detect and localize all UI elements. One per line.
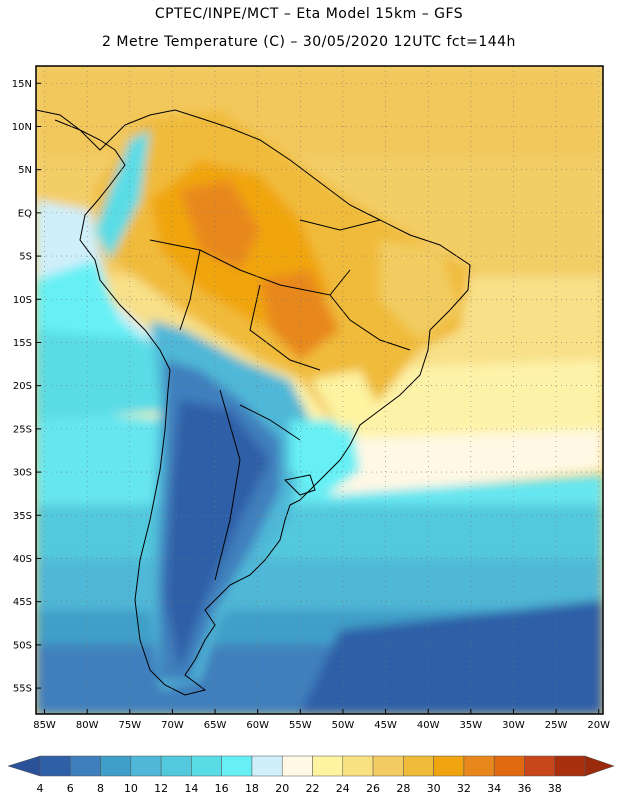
- colorbar-swatch: [493, 755, 525, 777]
- colorbar-swatch: [100, 755, 132, 777]
- lon-tick-label: 70W: [161, 720, 184, 731]
- colorbar: 4 6 8 10 12 14 16 18 20 22 24 26 28 30 32 34 36 38: [7, 755, 615, 795]
- lon-tick-label: 85W: [33, 720, 56, 731]
- colorbar-label: 18: [245, 782, 259, 795]
- colorbar-label: 10: [124, 782, 138, 795]
- colorbar-min-extension: [7, 755, 41, 777]
- colorbar-swatch: [372, 755, 404, 777]
- colorbar-label: 4: [37, 782, 44, 795]
- colorbar-label: 34: [487, 782, 501, 795]
- colorbar-swatch: [191, 755, 222, 777]
- colorbar-swatch: [281, 755, 313, 777]
- lon-tick-label: 60W: [246, 720, 269, 731]
- temperature-field: [36, 66, 603, 714]
- colorbar-label: 28: [396, 782, 410, 795]
- colorbar-swatch: [554, 755, 586, 777]
- colorbar-swatch: [251, 755, 283, 777]
- plot-frame: [35, 65, 604, 715]
- colorbar-swatch: [524, 755, 555, 777]
- lat-tick-label: 20S: [13, 381, 32, 392]
- lat-tick-label: EQ: [18, 208, 32, 219]
- lat-tick-label: 50S: [13, 640, 32, 651]
- chart-subtitle: 2 Metre Temperature (C) – 30/05/2020 12U…: [102, 34, 516, 50]
- lat-tick-label: 55S: [13, 684, 32, 695]
- colorbar-swatch: [160, 755, 192, 777]
- colorbar-label: 8: [97, 782, 104, 795]
- lat-tick-label: 5N: [18, 165, 32, 176]
- colorbar-label: 26: [366, 782, 380, 795]
- graticule: [36, 66, 603, 714]
- lon-tick-label: 30W: [502, 720, 525, 731]
- lon-tick-label: 20W: [587, 720, 610, 731]
- colorbar-swatch: [39, 755, 71, 777]
- colorbar-label: 36: [517, 782, 531, 795]
- colorbar-swatch: [403, 755, 434, 777]
- colorbar-swatch: [342, 755, 374, 777]
- colorbar-label: 38: [548, 782, 562, 795]
- lat-tick-label: 45S: [13, 597, 32, 608]
- lat-tick-label: 30S: [13, 468, 32, 479]
- coastlines: [36, 109, 471, 696]
- colorbar-swatch: [433, 755, 465, 777]
- lon-tick-label: 80W: [76, 720, 99, 731]
- colorbar-label: 16: [215, 782, 229, 795]
- colorbar-max-extension: [584, 755, 615, 777]
- lon-tick-label: 50W: [332, 720, 355, 731]
- lat-tick-label: 25S: [13, 424, 32, 435]
- latitude-axis: 15N 10N 5N EQ 5S 10S 15S 20S 25S 30S 35S 40S 45S 50S 5…: [12, 79, 41, 695]
- lat-tick-label: 15N: [12, 79, 32, 90]
- colorbar-swatch: [130, 755, 162, 777]
- colorbar-swatch: [221, 755, 253, 777]
- colorbar-label: 30: [427, 782, 441, 795]
- lat-tick-label: 35S: [13, 511, 32, 522]
- lon-tick-label: 35W: [460, 720, 483, 731]
- colorbar-label: 24: [336, 782, 350, 795]
- lat-tick-label: 40S: [13, 554, 32, 565]
- chart-title: CPTEC/INPE/MCT – Eta Model 15km – GFS: [154, 6, 464, 22]
- lon-tick-label: 75W: [118, 720, 141, 731]
- colorbar-label: 32: [457, 782, 471, 795]
- lat-tick-label: 10S: [13, 295, 32, 306]
- lon-tick-label: 55W: [289, 720, 312, 731]
- lon-tick-label: 45W: [374, 720, 397, 731]
- lat-tick-label: 5S: [19, 252, 32, 263]
- colorbar-label: 22: [306, 782, 320, 795]
- lat-tick-label: 10N: [12, 122, 32, 133]
- colorbar-label: 14: [184, 782, 198, 795]
- colorbar-swatch: [70, 755, 101, 777]
- lon-tick-label: 25W: [545, 720, 568, 731]
- colorbar-swatch: [463, 755, 495, 777]
- colorbar-swatch: [312, 755, 344, 777]
- colorbar-label: 12: [154, 782, 168, 795]
- lat-tick-label: 15S: [13, 338, 32, 349]
- colorbar-label: 20: [275, 782, 289, 795]
- colorbar-label: 6: [67, 782, 74, 795]
- lon-tick-label: 65W: [204, 720, 227, 731]
- longitude-axis: 85W 80W 75W 70W 65W 60W 55W 50W 45W 40W 35W 30W 25W 2…: [33, 709, 610, 731]
- lon-tick-label: 40W: [417, 720, 440, 731]
